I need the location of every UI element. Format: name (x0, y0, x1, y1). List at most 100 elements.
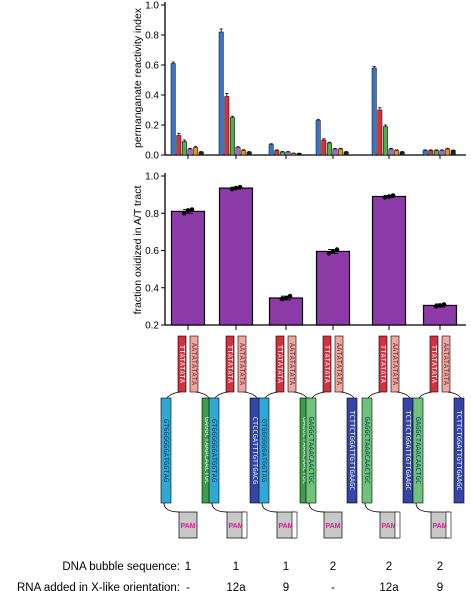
pam-connector (364, 502, 382, 513)
pam-edge (291, 511, 298, 539)
top-bar (445, 148, 451, 156)
dna-diagram: TTATATATA AATATATATA GTGGGGGGATGGTAG GAGGCT… (160, 335, 213, 539)
top-bar (315, 120, 321, 156)
top-y-tick-label: 0.0 (145, 151, 159, 162)
nontarget-strand-segment (441, 335, 451, 393)
bottom-y-axis-title: fraction oxidized in A/T tract (132, 186, 144, 315)
bottom-y-tick-label: 0.2 (145, 321, 159, 332)
bottom-data-point (287, 293, 293, 299)
top-y-tick-label: 0.8 (145, 31, 159, 42)
left-strand-sequence: GAGGCTAAACAACTGC (414, 417, 422, 484)
permanganate-reactivity-chart: permanganate reactivity index 0.0 0.2 0.4 0… (132, 1, 466, 162)
table-cell: 1 (283, 561, 289, 573)
top-y-axis-title: permanganate reactivity index (132, 7, 144, 148)
pam-box (323, 511, 343, 539)
left-strand-segment (160, 397, 172, 504)
fraction-oxidized-chart: fraction oxidized in A/T tract 0.2 0.4 0.6… (132, 172, 466, 332)
bottom-data-point (433, 304, 439, 309)
pam-connector (261, 502, 279, 513)
top-bar (371, 67, 377, 156)
right-strand-sequence: TCTTCTGGATTGTTGAAGC (348, 410, 356, 490)
dna-diagram: TTATATATA AATATATATA GTGGGGGGATGGTAG GAGGCT… (258, 335, 311, 539)
bottom-y-tick-label: 1.0 (145, 172, 159, 183)
top-bar (181, 141, 187, 156)
top-bar (235, 147, 241, 156)
top-bar (268, 144, 274, 156)
top-bar (229, 117, 235, 156)
nontarget-strand-sequence: AATATATATA (335, 343, 343, 386)
top-bar (388, 148, 394, 156)
table-cell: 12a (379, 582, 399, 591)
left-strand-segment (412, 397, 424, 504)
target-strand-segment (429, 335, 439, 393)
bottom-data-point (326, 250, 332, 256)
bottom-bar (268, 297, 304, 326)
top-bar (377, 109, 383, 156)
nontarget-strand-segment (334, 335, 344, 393)
top-bar (170, 63, 176, 156)
right-strand-segment (453, 397, 465, 504)
bottom-data-point (185, 208, 191, 213)
bottom-data-point (437, 303, 443, 308)
left-strand-sequence: GAGGCTAAACAACTGC (363, 417, 371, 484)
table-cell: 9 (437, 582, 443, 591)
right-strand-sequence: GAGGCTAAACAACTGC (203, 417, 211, 484)
table-cell: - (331, 582, 335, 591)
pam-connector (211, 502, 229, 513)
top-bar (428, 150, 434, 156)
top-bar (198, 151, 204, 156)
top-bar (193, 147, 199, 156)
right-strand-sequence: TCTTCTGGATTGTTGAAGC (455, 410, 463, 490)
right-strand-sequence: GAGGCTAAACAACTGC (301, 417, 309, 484)
pam-edge (241, 511, 248, 539)
target-strand-sequence: TTATATATA (323, 345, 331, 384)
top-y-tick-label: 1.0 (145, 1, 159, 12)
pam-label: PAM (278, 523, 293, 530)
target-strand-segment (378, 335, 388, 393)
left-strand-segment (258, 397, 270, 504)
bottom-bar (371, 195, 407, 326)
nontarget-strand-segment (189, 335, 199, 393)
top-bar (176, 135, 182, 156)
bottom-y-tick-label: 0.8 (145, 209, 159, 220)
bottom-data-point (334, 247, 340, 252)
pam-label: PAM (180, 523, 195, 530)
bottom-y-tick-label: 0.4 (145, 283, 159, 294)
right-strand-segment (346, 397, 358, 504)
bottom-bar (315, 250, 351, 326)
top-bar (279, 151, 285, 156)
top-bar (439, 150, 445, 156)
pam-edge (394, 511, 401, 539)
table-cell: 9 (283, 582, 289, 591)
pam-edge (445, 511, 452, 539)
dna-diagram: TTATATATA AATATATATA GAGGCTAAACAACTGC TCTTC… (361, 335, 414, 539)
top-bar (246, 151, 252, 156)
pam-label: PAM (325, 523, 340, 530)
dna-diagram: TTATATATA AATATATATA GAGGCTAAACAACTGC TCTTC… (305, 335, 358, 539)
bottom-bar (170, 210, 206, 326)
table-cell: 2 (330, 561, 336, 573)
top-bar (332, 148, 338, 156)
top-bar (291, 153, 297, 156)
top-bar (321, 139, 327, 156)
target-strand-segment (177, 335, 187, 393)
target-strand-sequence: TTATATATA (178, 345, 186, 384)
bottom-data-point (386, 194, 392, 199)
top-bar (343, 151, 349, 156)
top-bar (187, 148, 193, 156)
bottom-data-point (233, 185, 239, 191)
top-bar (296, 153, 302, 156)
pam-label: PAM (228, 523, 243, 530)
condition-table: DNA bubble sequence: RNA added in X-like… (17, 561, 443, 591)
table-cell: 1 (233, 561, 239, 573)
nontarget-strand-sequence: AATATATATA (442, 343, 450, 386)
target-strand-segment (322, 335, 332, 393)
bottom-data-point (279, 296, 285, 302)
bottom-data-point (382, 195, 388, 200)
top-y-tick-label: 0.4 (145, 91, 159, 102)
top-bar (433, 150, 439, 156)
top-bar (285, 151, 291, 156)
table-cell: 2 (386, 561, 392, 573)
